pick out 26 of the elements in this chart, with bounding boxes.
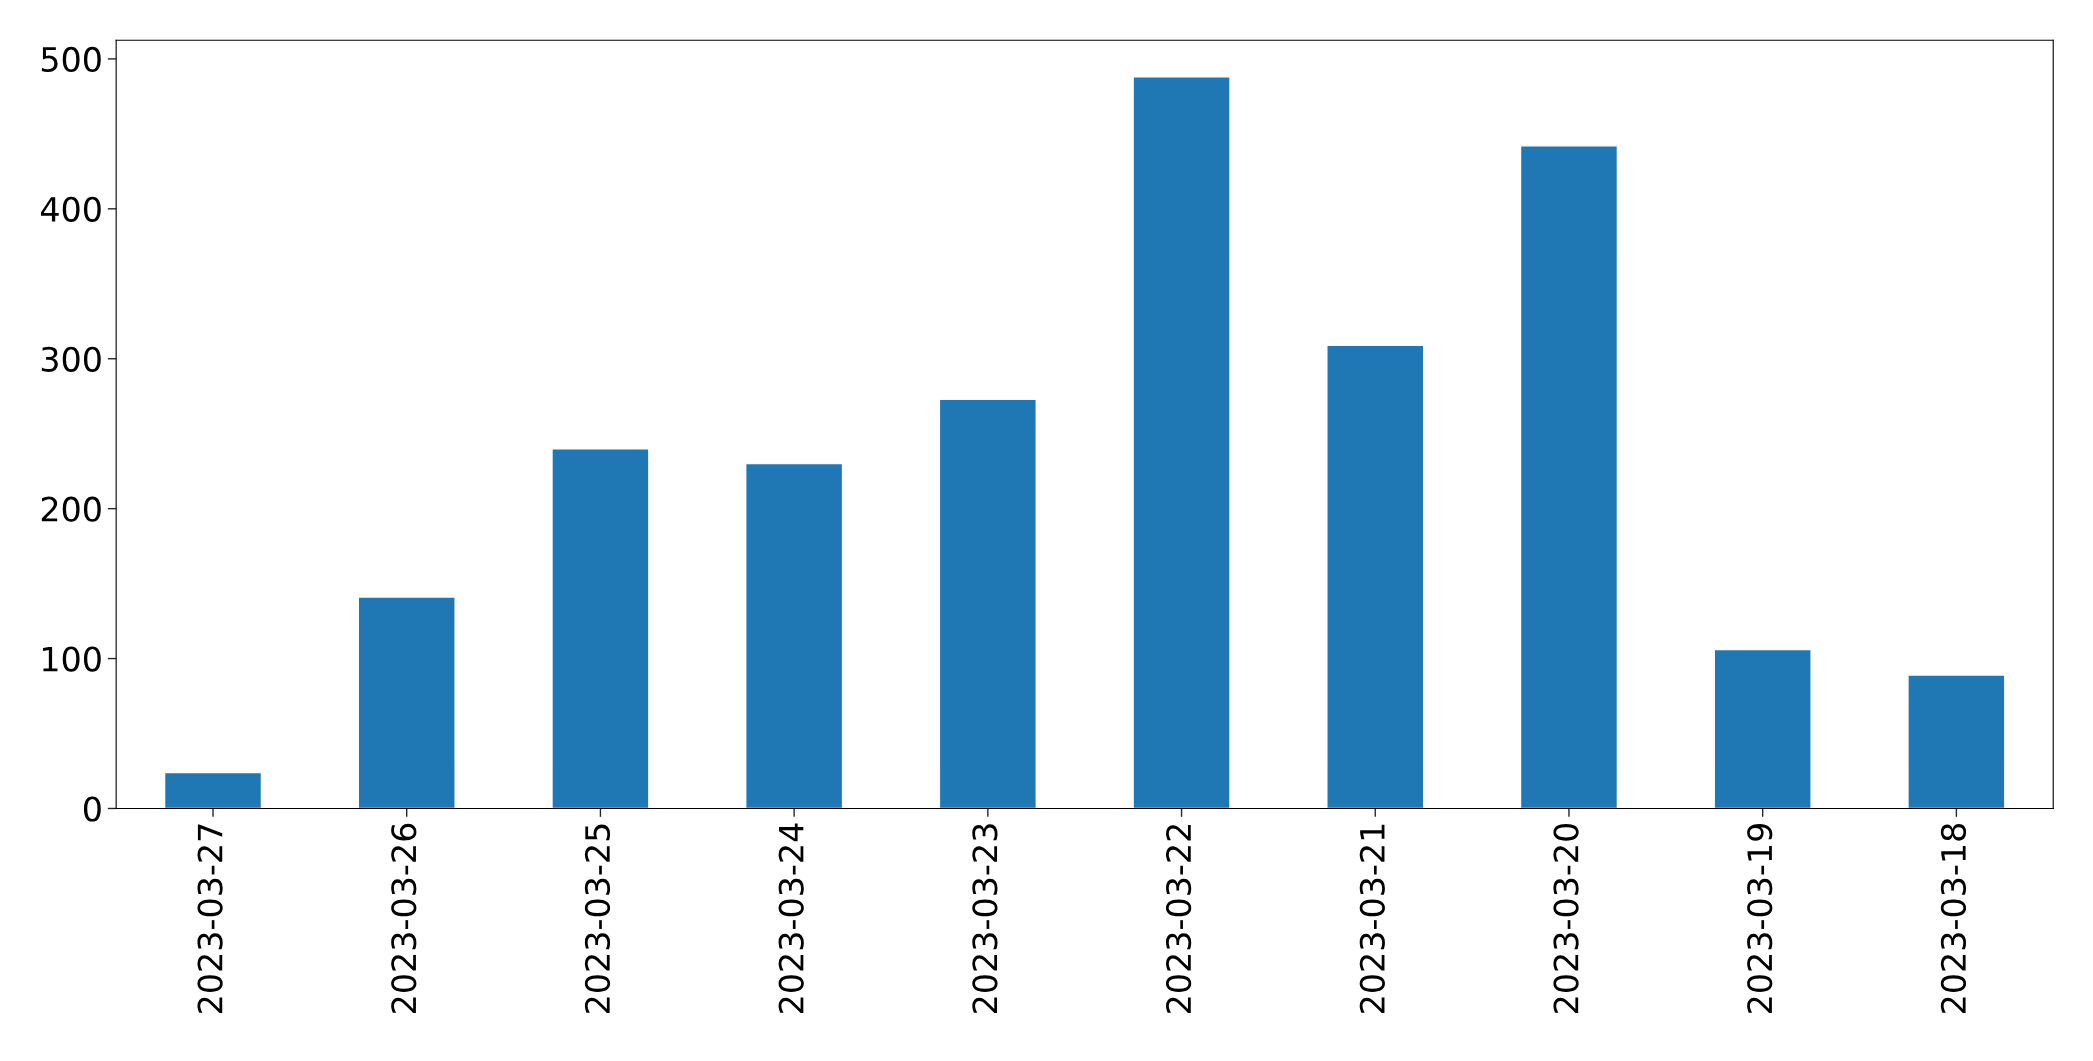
bar bbox=[357, 596, 456, 809]
bar bbox=[1907, 674, 2006, 809]
bar bbox=[1713, 648, 1812, 809]
bar bbox=[938, 398, 1037, 809]
x-tick-label: 2023-03-19 bbox=[1747, 824, 1773, 1013]
y-tick-label: 500 bbox=[41, 46, 101, 73]
x-tick-label: 2023-03-20 bbox=[1553, 823, 1579, 1013]
y-tick-label: 400 bbox=[40, 196, 101, 222]
x-tick-label: 2023-03-24 bbox=[778, 823, 804, 1013]
x-tick-label: 2023-03-26 bbox=[391, 823, 417, 1013]
bar bbox=[1326, 344, 1425, 809]
bar bbox=[551, 447, 650, 809]
x-tick-label: 2023-03-18 bbox=[1940, 823, 1967, 1013]
y-tick-label: 200 bbox=[41, 496, 101, 522]
x-tick-label: 2023-03-25 bbox=[584, 824, 611, 1013]
bar bbox=[163, 771, 263, 809]
x-tick-label: 2023-03-27 bbox=[197, 824, 223, 1013]
x-tick-label: 2023-03-22 bbox=[1166, 825, 1192, 1013]
bar bbox=[1519, 145, 1619, 809]
x-tick-label: 2023-03-21 bbox=[1359, 824, 1385, 1013]
bar bbox=[745, 462, 844, 809]
y-tick-label: 300 bbox=[41, 346, 101, 372]
y-tick-label: 0 bbox=[83, 796, 101, 822]
bar bbox=[1132, 76, 1231, 809]
x-tick-label: 2023-03-23 bbox=[972, 824, 998, 1013]
y-tick-label: 100 bbox=[43, 646, 101, 672]
